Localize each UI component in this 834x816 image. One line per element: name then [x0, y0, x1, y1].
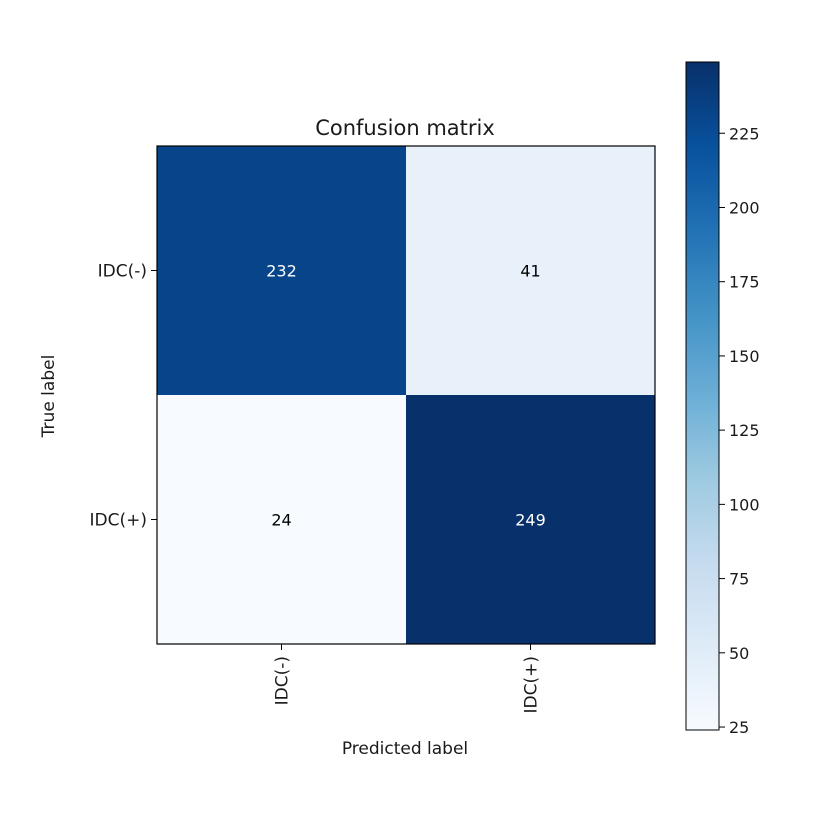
x-tick-label: IDC(+): [522, 656, 542, 713]
x-axis-ticks: IDC(-) IDC(+): [273, 644, 542, 713]
colorbar-tick-label: 150: [729, 347, 760, 366]
heatmap-cell: [157, 395, 406, 644]
cell-value-label: 232: [266, 262, 297, 281]
heatmap-cells: [157, 146, 655, 644]
colorbar-tick-label: 25: [729, 718, 749, 737]
colorbar-tick-label: 175: [729, 273, 760, 292]
heatmap-cell: [157, 146, 406, 395]
x-axis-label: Predicted label: [342, 739, 468, 759]
colorbar-tick-label: 225: [729, 124, 760, 143]
colorbar-tick-label: 100: [729, 495, 760, 514]
colorbar: [685, 61, 720, 731]
plot-frame: [156, 145, 656, 645]
y-tick-label: IDC(-): [98, 262, 147, 282]
y-axis-ticks: IDC(-) IDC(+): [90, 262, 157, 531]
y-axis-label: True label: [39, 355, 59, 439]
chart-title: Confusion matrix: [315, 116, 495, 140]
cell-value-label: 249: [515, 511, 546, 530]
colorbar-tick-label: 125: [729, 421, 760, 440]
colorbar-tick-label: 50: [729, 644, 749, 663]
heatmap-cell: [406, 395, 655, 644]
cell-value-label: 41: [520, 262, 540, 281]
heatmap-cell: [406, 146, 655, 395]
x-tick-label: IDC(-): [273, 656, 293, 705]
colorbar-tick-label: 200: [729, 198, 760, 217]
cell-value-label: 24: [271, 511, 291, 530]
colorbar-ticks: 25 50 75 100 125 150 175 200 225: [719, 124, 760, 737]
heatmap-cell-labels: 232 41 24 249: [266, 262, 546, 530]
y-tick-label: IDC(+): [90, 511, 147, 531]
colorbar-tick-label: 75: [729, 570, 749, 589]
